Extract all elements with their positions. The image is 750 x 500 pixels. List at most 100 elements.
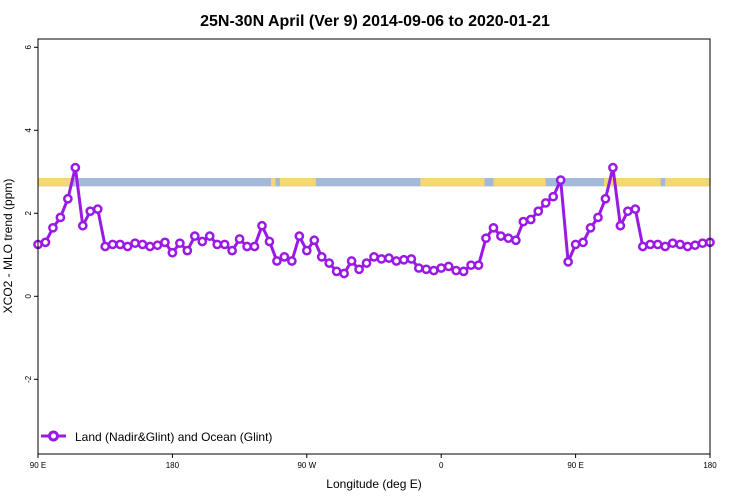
legend-entry-label: Land (Nadir&Glint) and Ocean (Glint) — [75, 430, 272, 444]
ocean-band — [38, 178, 710, 187]
data-point-0-75 — [593, 212, 603, 223]
data-point-0-80 — [630, 204, 641, 214]
data-point-0-84 — [660, 241, 671, 252]
legend: Land (Nadir&Glint) and Ocean (Glint) — [41, 430, 272, 444]
chart-title: 25N-30N April (Ver 9) 2014-09-06 to 2020… — [200, 13, 550, 30]
data-point-0-88 — [690, 240, 700, 251]
data-point-0-13 — [130, 238, 140, 249]
data-point-0-5 — [70, 162, 81, 173]
data-point-0-64 — [511, 235, 521, 246]
data-point-0-86 — [675, 239, 685, 250]
data-point-0-59 — [473, 260, 484, 271]
x-axis: 90 E 180 90 W 0 90 E 180 — [30, 454, 717, 470]
data-point-0-77 — [608, 162, 618, 173]
data-point-0-34 — [287, 256, 297, 266]
data-point-0-49 — [399, 254, 409, 265]
data-point-0-1 — [40, 237, 51, 248]
land-band-segment-1 — [270, 178, 316, 187]
ocean-inlet-segment-3 — [660, 178, 666, 187]
land-band-segment-2 — [420, 178, 546, 187]
data-point-0-56 — [451, 265, 461, 276]
data-point-0-7 — [85, 206, 96, 217]
data-point-0-15 — [145, 241, 155, 252]
data-point-0-71 — [563, 257, 573, 267]
data-point-0-45 — [369, 252, 379, 262]
x-tick-label-3: 0 — [439, 461, 444, 470]
data-point-0-39 — [324, 258, 335, 268]
data-point-0-63 — [503, 233, 514, 244]
data-point-0-65 — [518, 216, 529, 227]
data-point-0-43 — [354, 264, 364, 275]
data-point-0-21 — [189, 231, 200, 241]
data-point-0-38 — [316, 252, 327, 262]
y-tick-label-2: 2 — [24, 211, 33, 216]
data-point-0-4 — [63, 193, 73, 204]
data-point-0-19 — [175, 238, 185, 249]
data-point-0-24 — [212, 239, 223, 250]
data-point-0-27 — [234, 234, 245, 244]
data-point-0-85 — [667, 238, 678, 249]
data-point-0-22 — [197, 236, 208, 247]
data-point-0-74 — [585, 222, 596, 233]
data-point-0-62 — [496, 231, 506, 241]
data-point-0-78 — [615, 220, 626, 231]
data-point-0-16 — [152, 240, 163, 251]
y-axis-label: XCO2 - MLO trend (ppm) — [1, 179, 15, 314]
legend-point-marker — [48, 430, 59, 442]
data-point-0-46 — [376, 254, 387, 264]
data-point-0-72 — [570, 239, 581, 250]
data-point-0-6 — [77, 220, 88, 231]
y-tick-label-3: 4 — [24, 128, 33, 133]
x-axis-label: Longitude (deg E) — [326, 477, 421, 491]
data-point-0-54 — [436, 263, 447, 273]
data-point-0-30 — [257, 220, 267, 231]
y-tick-label-1: 0 — [24, 294, 33, 299]
data-point-0-40 — [331, 266, 342, 277]
ocean-inlet-segment-1 — [275, 178, 280, 187]
x-tick-label-4: 90 E — [567, 461, 583, 470]
data-point-0-23 — [204, 231, 215, 241]
data-point-0-79 — [623, 206, 633, 217]
data-point-0-33 — [279, 252, 290, 262]
data-point-0-18 — [167, 247, 178, 258]
data-point-0-58 — [466, 260, 476, 271]
x-tick-label-2: 90 W — [297, 461, 316, 470]
data-point-0-47 — [384, 253, 394, 263]
land-band-segment-3 — [603, 178, 710, 187]
data-point-0-53 — [428, 265, 439, 276]
data-point-0-73 — [578, 237, 588, 248]
data-point-0-81 — [637, 241, 648, 252]
data-point-0-14 — [137, 239, 148, 250]
data-point-0-37 — [309, 235, 320, 246]
data-point-0-57 — [458, 266, 469, 277]
ocean-inlet-segment-2 — [484, 178, 494, 187]
data-point-0-67 — [533, 206, 544, 217]
data-point-0-35 — [294, 231, 305, 241]
data-point-0-32 — [272, 256, 282, 266]
data-point-0-68 — [540, 198, 551, 208]
data-point-0-42 — [346, 256, 357, 266]
data-point-0-60 — [481, 233, 491, 244]
data-point-0-20 — [182, 245, 193, 256]
x-tick-label-5: 180 — [703, 461, 717, 470]
data-point-0-9 — [100, 241, 111, 252]
data-point-0-48 — [391, 256, 402, 266]
x-tick-label-1: 180 — [166, 461, 180, 470]
data-point-0-41 — [339, 268, 349, 279]
data-point-0-83 — [652, 239, 663, 250]
data-point-0-82 — [645, 239, 656, 250]
data-point-0-31 — [264, 236, 275, 247]
land-band-segment-0 — [38, 178, 79, 187]
data-point-0-26 — [227, 245, 237, 256]
data-point-0-8 — [92, 204, 103, 214]
x-tick-label-0: 90 E — [30, 461, 46, 470]
data-point-0-36 — [301, 245, 312, 256]
data-point-0-51 — [413, 263, 424, 273]
data-point-0-11 — [115, 239, 125, 250]
y-tick-label-4: 6 — [24, 45, 33, 50]
data-point-0-17 — [160, 237, 170, 248]
data-point-0-52 — [421, 264, 432, 275]
data-point-0-12 — [122, 241, 133, 252]
